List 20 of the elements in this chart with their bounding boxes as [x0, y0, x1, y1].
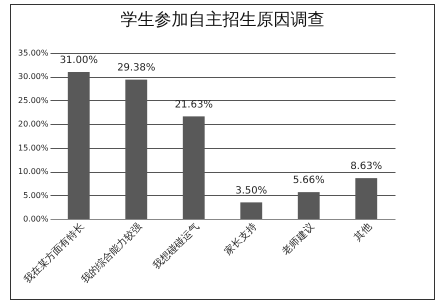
y-tick-label: 5.00%: [23, 190, 49, 200]
bar: [240, 202, 262, 219]
y-tick-label: 15.00%: [18, 143, 49, 152]
data-label: 21.63%: [174, 99, 213, 110]
data-label: 29.38%: [117, 62, 156, 74]
x-tick-label: 家长支持: [222, 220, 260, 258]
y-tick-label: 10.00%: [18, 167, 49, 176]
y-tick-label: 0.00%: [23, 214, 49, 224]
data-label: 31.00%: [60, 54, 98, 66]
x-tick-label: 其他: [351, 220, 374, 244]
data-label: 3.50%: [235, 185, 268, 196]
y-tick-label: 35.00%: [18, 48, 49, 58]
x-tick-label: 我想碰碰运气: [150, 220, 202, 272]
chart-title: 学生参加自主招生原因调查: [120, 10, 324, 30]
x-tick-label: 老师建议: [280, 220, 317, 258]
y-tick-label: 20.00%: [18, 120, 49, 129]
data-label: 5.66%: [292, 175, 325, 186]
y-tick-label: 25.00%: [18, 96, 49, 105]
data-label: 8.63%: [350, 161, 382, 172]
y-tick-label: 30.00%: [18, 72, 49, 82]
